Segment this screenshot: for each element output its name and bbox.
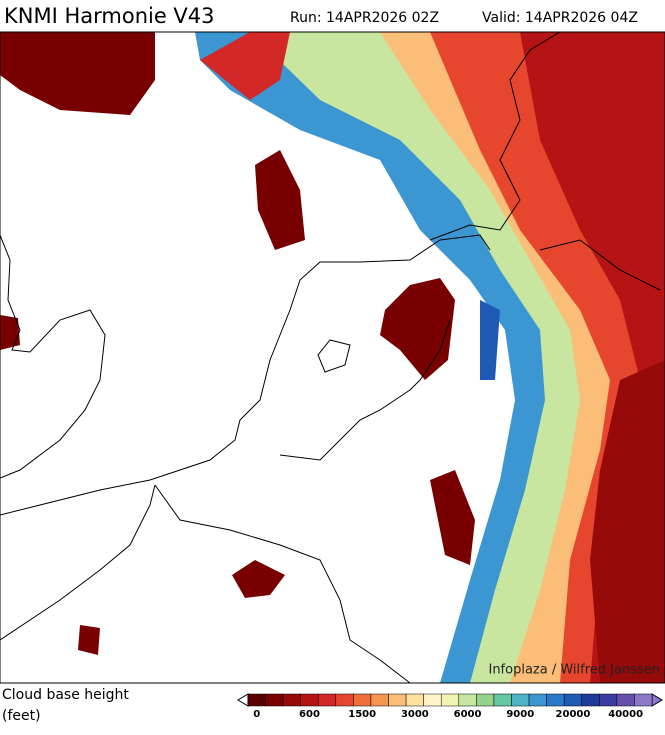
colorbar-box <box>563 693 582 707</box>
colorbar-tick-label: 40000 <box>608 709 643 720</box>
colorbar-tick-label: 3000 <box>401 709 429 720</box>
colorbar-box <box>247 693 266 707</box>
valid-time: Valid: 14APR2026 04Z <box>482 10 638 26</box>
field-patch <box>590 360 665 683</box>
map-area <box>0 31 665 684</box>
credit: Infoplaza / Wilfred Janssen <box>488 663 660 678</box>
colorbar-box <box>265 693 284 707</box>
colorbar-box <box>546 693 565 707</box>
colorbar-box <box>458 693 477 707</box>
border <box>279 319 451 461</box>
colorbar-end <box>651 693 663 707</box>
colorbar-box <box>599 693 618 707</box>
colorbar-tick-label: 20000 <box>556 709 591 720</box>
field-patch <box>200 32 290 100</box>
field-patch <box>0 32 155 115</box>
colorbar-box <box>476 693 495 707</box>
colorbar-box <box>405 693 424 707</box>
coastline <box>429 31 561 241</box>
border <box>539 239 661 291</box>
coastline <box>317 339 351 373</box>
colorbar-box <box>616 693 635 707</box>
colorbar-box <box>282 693 301 707</box>
colorbar-box <box>493 693 512 707</box>
field-patch <box>232 560 285 598</box>
colorbar-tick-label: 6000 <box>454 709 482 720</box>
colorbar-box <box>634 693 653 707</box>
colorbar-box <box>440 693 460 707</box>
border <box>0 484 156 641</box>
colorbar-tick-label: 600 <box>299 709 320 720</box>
field-patch <box>78 625 100 655</box>
colorbar-box <box>528 693 547 707</box>
colorbar-box <box>581 693 600 707</box>
colorbar-box <box>353 693 372 707</box>
border <box>154 484 411 684</box>
legend-label: Cloud base height <box>2 687 129 703</box>
colorbar: 0 600 1500 3000 6000 9000 20000 40000 <box>237 693 663 720</box>
coastline <box>0 234 106 479</box>
colorbar-box <box>300 693 319 707</box>
map-frame <box>0 31 665 684</box>
colorbar-tick-label: 0 <box>253 709 260 720</box>
field-patch <box>430 470 475 565</box>
legend-unit: (feet) <box>2 708 41 724</box>
colorbar-end <box>237 693 249 707</box>
field-patch <box>255 150 305 250</box>
colorbar-box <box>318 693 337 707</box>
colorbar-box <box>335 693 354 707</box>
colorbar-box <box>423 693 442 707</box>
colorbar-tick-label: 9000 <box>506 709 534 720</box>
run-time: Run: 14APR2026 02Z <box>290 10 439 26</box>
colorbar-box <box>370 693 389 707</box>
field-patch <box>380 278 455 380</box>
colorbar-box <box>388 693 407 707</box>
colorbar-box <box>511 693 530 707</box>
map-title: KNMI Harmonie V43 <box>4 4 215 28</box>
field-patch <box>0 315 20 350</box>
coastline <box>0 234 491 516</box>
field-patch <box>480 300 500 380</box>
colorbar-tick-label: 1500 <box>348 709 376 720</box>
